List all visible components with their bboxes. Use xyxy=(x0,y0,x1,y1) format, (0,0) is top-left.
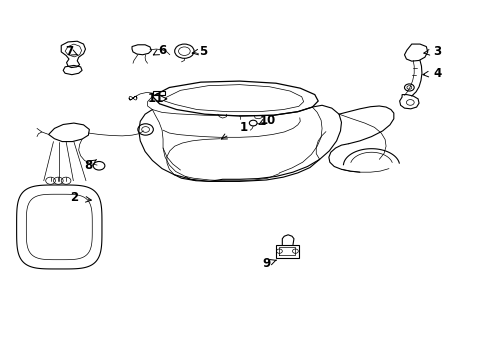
Text: 3: 3 xyxy=(432,45,441,58)
Text: 6: 6 xyxy=(158,44,166,57)
Text: 4: 4 xyxy=(432,67,441,80)
Text: 2: 2 xyxy=(70,191,78,204)
Text: 5: 5 xyxy=(199,45,207,58)
Text: 7: 7 xyxy=(65,45,73,58)
Text: 9: 9 xyxy=(262,257,270,270)
Text: 10: 10 xyxy=(259,114,275,127)
Text: 8: 8 xyxy=(84,158,92,172)
Text: 11: 11 xyxy=(148,93,164,105)
Text: 1: 1 xyxy=(239,121,247,134)
